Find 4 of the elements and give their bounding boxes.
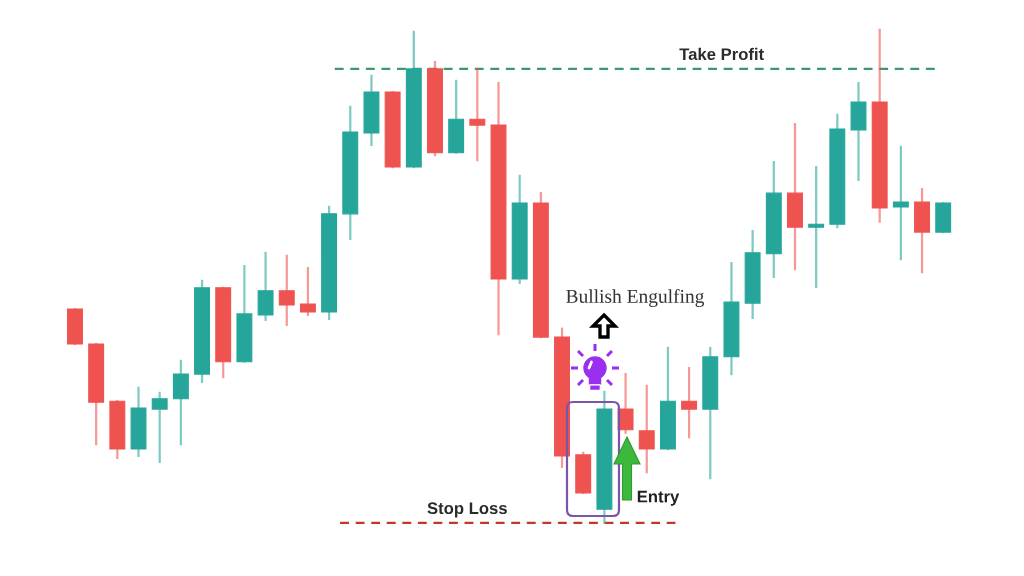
ref-line-label: Stop Loss	[427, 502, 507, 518]
ref-line-label: Take Profit	[679, 47, 764, 61]
annotation: Bullish Engulfing	[566, 289, 705, 307]
annotation: Entry	[637, 490, 680, 506]
